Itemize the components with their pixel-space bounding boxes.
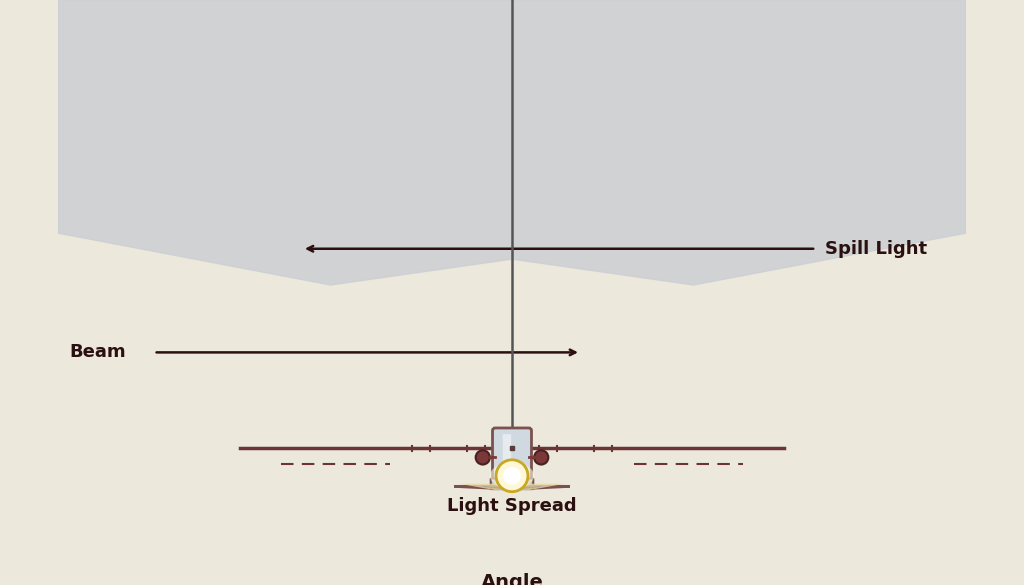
Polygon shape <box>511 477 513 482</box>
Polygon shape <box>512 477 515 482</box>
Polygon shape <box>512 477 515 482</box>
Circle shape <box>535 450 548 464</box>
Polygon shape <box>508 477 512 482</box>
Polygon shape <box>508 477 512 482</box>
Polygon shape <box>512 477 516 482</box>
Polygon shape <box>511 477 513 482</box>
Polygon shape <box>509 477 515 482</box>
Polygon shape <box>508 477 512 482</box>
Polygon shape <box>512 477 515 482</box>
Polygon shape <box>508 477 512 482</box>
FancyBboxPatch shape <box>493 428 531 482</box>
Polygon shape <box>510 477 514 482</box>
Polygon shape <box>511 477 513 482</box>
Polygon shape <box>510 477 514 482</box>
Polygon shape <box>511 477 513 482</box>
Polygon shape <box>511 477 513 482</box>
Polygon shape <box>509 477 515 482</box>
Polygon shape <box>511 477 513 482</box>
Polygon shape <box>459 484 565 490</box>
Polygon shape <box>512 477 515 482</box>
Polygon shape <box>511 477 513 482</box>
Polygon shape <box>508 477 512 482</box>
Polygon shape <box>512 477 516 482</box>
Polygon shape <box>510 477 514 482</box>
Polygon shape <box>510 477 514 482</box>
Polygon shape <box>511 477 513 482</box>
Polygon shape <box>510 477 514 482</box>
Polygon shape <box>510 477 514 482</box>
Polygon shape <box>507 477 517 482</box>
Polygon shape <box>58 0 512 285</box>
Polygon shape <box>512 0 966 285</box>
Polygon shape <box>512 477 515 482</box>
Text: Beam: Beam <box>70 343 127 362</box>
Text: Spill Light: Spill Light <box>825 240 927 258</box>
Polygon shape <box>509 477 512 482</box>
Polygon shape <box>510 477 514 482</box>
Text: Light Spread: Light Spread <box>447 497 577 515</box>
Polygon shape <box>512 477 516 482</box>
Text: Angle: Angle <box>480 573 544 585</box>
Polygon shape <box>508 477 512 482</box>
Circle shape <box>476 450 489 464</box>
Polygon shape <box>512 477 515 482</box>
Polygon shape <box>510 477 514 482</box>
Polygon shape <box>509 477 515 482</box>
Polygon shape <box>511 477 513 482</box>
Polygon shape <box>512 477 516 482</box>
Polygon shape <box>509 477 512 482</box>
Polygon shape <box>511 477 513 482</box>
Polygon shape <box>510 477 514 482</box>
Circle shape <box>503 467 521 484</box>
Circle shape <box>496 460 528 491</box>
Polygon shape <box>510 477 514 482</box>
Polygon shape <box>511 477 513 482</box>
Polygon shape <box>512 477 516 482</box>
Polygon shape <box>455 486 569 488</box>
Polygon shape <box>511 477 513 482</box>
Polygon shape <box>509 477 512 482</box>
Ellipse shape <box>489 463 535 489</box>
Polygon shape <box>511 477 513 482</box>
Polygon shape <box>511 477 513 482</box>
Polygon shape <box>512 477 516 482</box>
Polygon shape <box>509 477 512 482</box>
FancyBboxPatch shape <box>490 479 534 489</box>
Polygon shape <box>510 477 514 482</box>
Polygon shape <box>510 477 514 482</box>
Polygon shape <box>508 477 512 482</box>
Polygon shape <box>509 477 512 482</box>
Polygon shape <box>510 477 514 482</box>
Polygon shape <box>512 477 516 482</box>
FancyBboxPatch shape <box>503 434 511 476</box>
Polygon shape <box>510 477 514 482</box>
Polygon shape <box>58 0 966 518</box>
Polygon shape <box>510 477 514 482</box>
Polygon shape <box>509 477 512 482</box>
